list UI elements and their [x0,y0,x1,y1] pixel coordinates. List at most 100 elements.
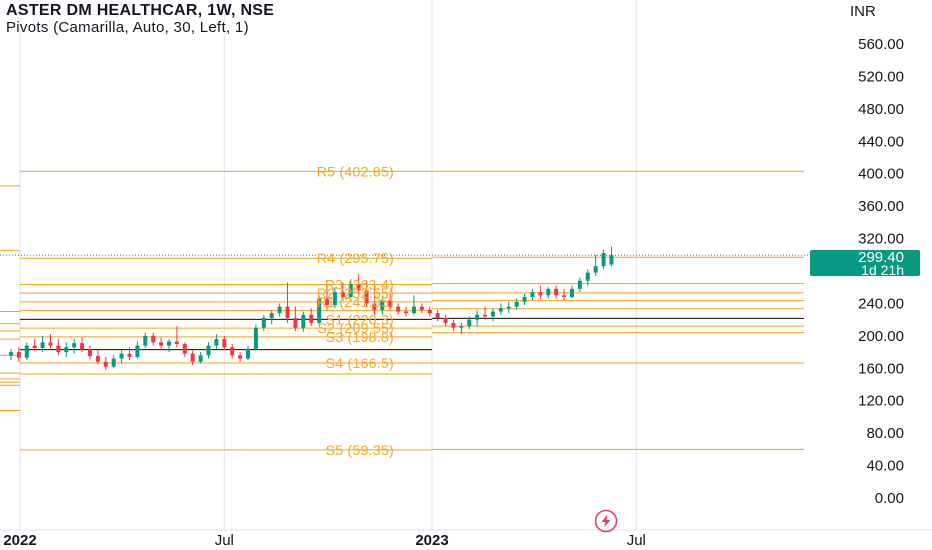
candle[interactable] [490,308,495,322]
candle[interactable] [56,339,61,356]
candle[interactable] [309,308,314,327]
candle[interactable] [285,282,290,323]
candle[interactable] [317,295,322,325]
candle[interactable] [95,350,100,365]
candle[interactable] [111,355,116,369]
pivot-label: S4 (166.5) [326,355,394,371]
candle[interactable] [293,306,298,331]
candle[interactable] [72,339,77,354]
candle[interactable] [214,334,219,349]
time-axis[interactable]: 2022 Jul 2023 Jul [3,532,646,549]
candle[interactable] [483,306,488,320]
candle[interactable] [325,285,330,310]
candle[interactable] [388,293,393,310]
candle[interactable] [530,288,535,301]
candle[interactable] [554,285,559,299]
candle[interactable] [601,249,606,270]
candle[interactable] [135,341,140,359]
candle[interactable] [348,279,353,302]
candle[interactable] [8,348,13,361]
candle[interactable] [514,298,519,310]
candle[interactable] [467,316,472,330]
candle[interactable] [230,343,235,359]
time-axis-label: Jul [215,532,234,549]
candle[interactable] [498,303,503,315]
candle[interactable] [253,324,258,351]
price-badge-bg [810,250,920,276]
candle[interactable] [577,277,582,293]
indicator-legend[interactable]: Pivots (Camarilla, Auto, 30, Left, 1) [6,19,249,36]
candle[interactable] [356,274,361,294]
candle-body [404,311,409,314]
candle[interactable] [16,347,21,362]
candle[interactable] [419,303,424,314]
candle-body [490,311,495,317]
candle-body [253,327,258,349]
candle[interactable] [143,332,148,349]
candle[interactable] [427,306,432,317]
candle[interactable] [159,337,164,350]
candle[interactable] [585,269,590,286]
candle[interactable] [269,309,274,325]
candle[interactable] [64,342,69,357]
candle[interactable] [182,342,187,357]
candle-body [40,342,45,349]
candle[interactable] [380,295,385,315]
candle[interactable] [48,334,53,349]
candle[interactable] [40,335,45,353]
candle[interactable] [261,314,266,331]
candle[interactable] [475,309,480,327]
candle[interactable] [24,342,29,361]
candle[interactable] [372,285,377,315]
candle[interactable] [546,287,551,299]
symbol-title[interactable]: ASTER DM HEALTHCAR, 1W, NSE [6,2,275,19]
candle[interactable] [238,352,243,362]
candle[interactable] [364,280,369,307]
candle[interactable] [277,303,282,317]
price-axis-label: 520.00 [858,68,904,85]
candle[interactable] [103,356,108,370]
candle[interactable] [332,287,337,309]
candle[interactable] [522,293,527,306]
candle[interactable] [80,337,85,353]
price-axis[interactable]: 0.0040.0080.00120.00160.00200.00240.0028… [858,36,904,507]
candle[interactable] [198,352,203,364]
candle[interactable] [506,301,511,314]
candle[interactable] [396,303,401,315]
candle[interactable] [609,246,614,267]
candle[interactable] [538,285,543,299]
candle[interactable] [174,326,179,348]
candle[interactable] [451,319,456,331]
candle[interactable] [593,254,598,276]
candle-body [593,266,598,273]
price-axis-label: 360.00 [858,198,904,215]
candle[interactable] [301,311,306,332]
candle[interactable] [32,339,37,352]
candle-body [443,318,448,323]
candle[interactable] [190,350,195,366]
candle[interactable] [127,347,132,361]
candle[interactable] [459,322,464,335]
candle-body [340,292,345,297]
candle[interactable] [166,339,171,353]
candle-body [498,308,503,312]
candle[interactable] [119,350,124,364]
lightning-icon[interactable] [591,508,621,534]
candle[interactable] [562,288,567,301]
candle[interactable] [151,332,156,346]
candle-body [246,348,251,359]
candle[interactable] [443,314,448,327]
candle[interactable] [435,309,440,322]
candle[interactable] [246,345,251,361]
candle[interactable] [340,282,345,301]
price-axis-label: 320.00 [858,231,904,248]
candle[interactable] [569,285,574,299]
candle-body [135,345,140,357]
candle[interactable] [87,345,92,360]
candle[interactable] [411,295,416,315]
candle[interactable] [404,306,409,317]
candlestick-series[interactable] [8,246,614,370]
candle[interactable] [206,342,211,359]
candle[interactable] [222,335,227,351]
